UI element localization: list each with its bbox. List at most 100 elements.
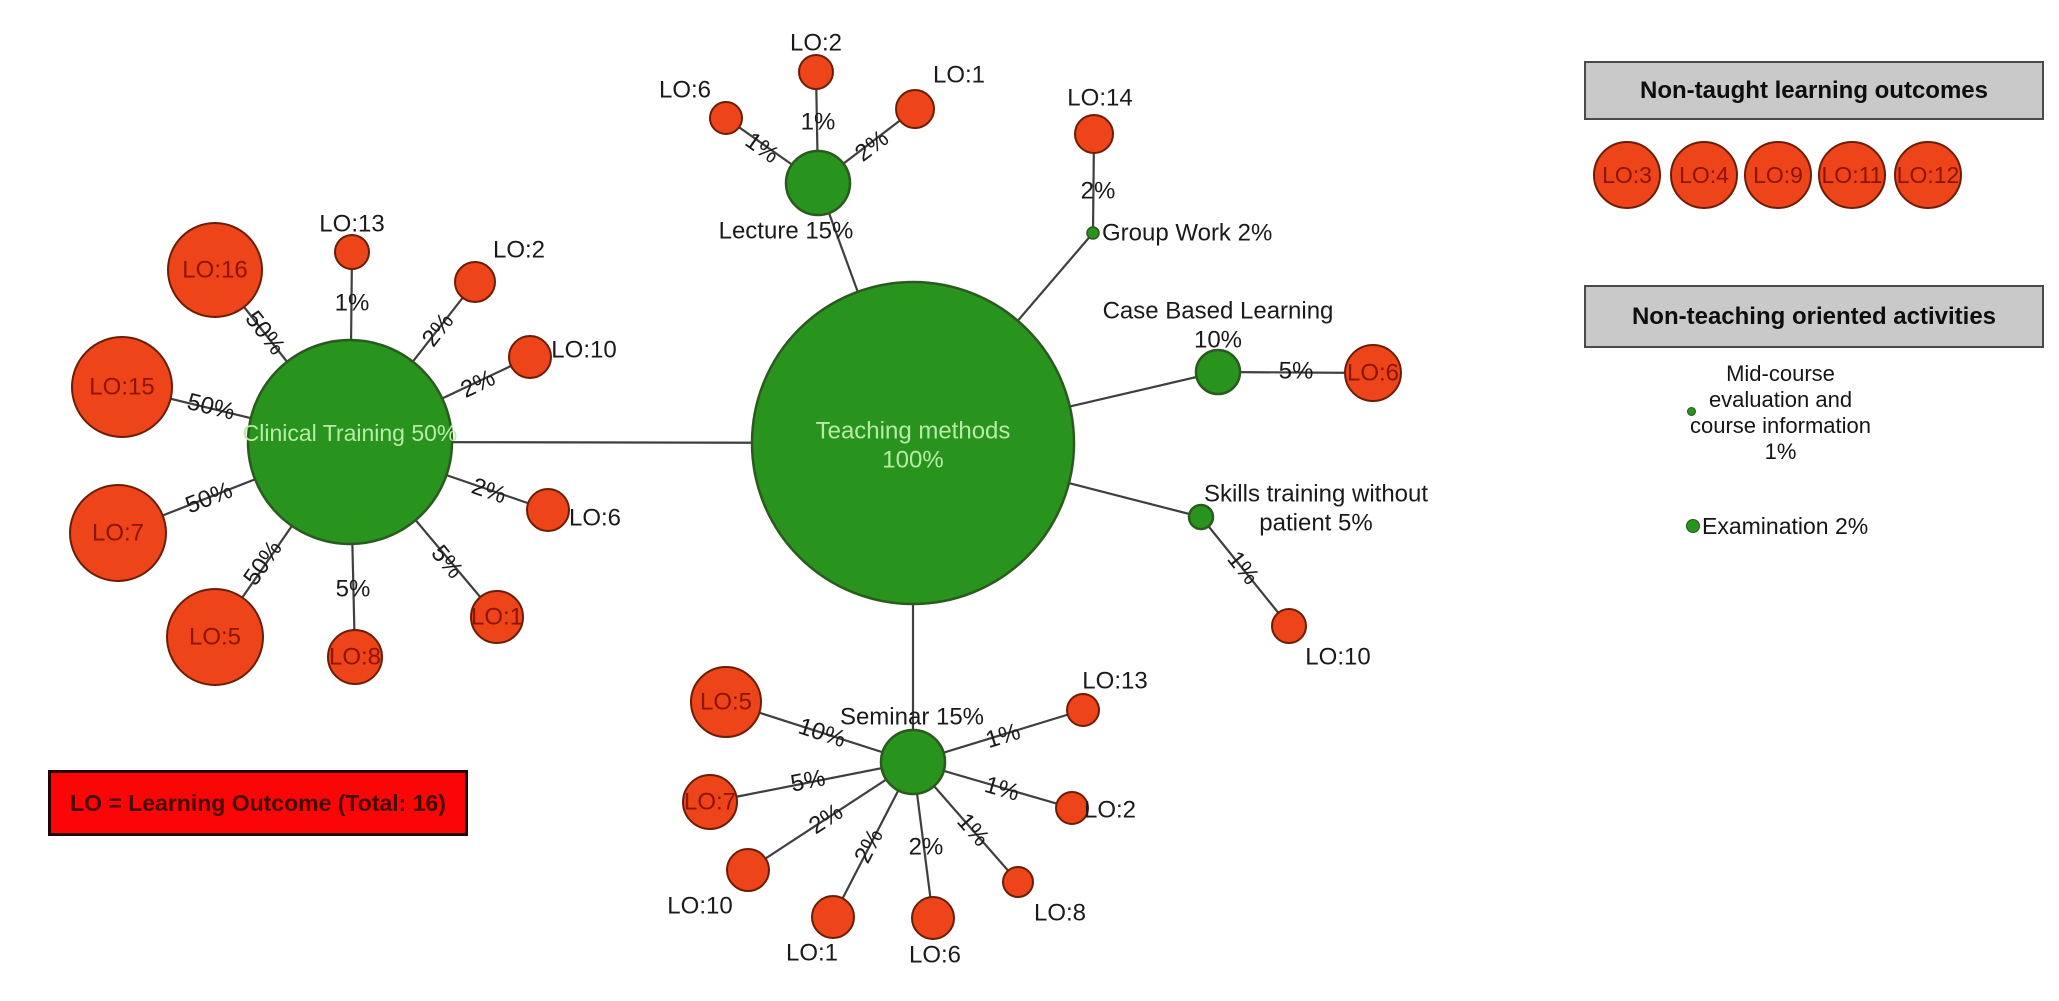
- label-seminar-label: Seminar 15%: [840, 704, 984, 731]
- label-seminar-lo5-label: LO:5: [700, 689, 752, 716]
- label-lo14-label: LO:14: [1067, 85, 1132, 112]
- node-clinical-lo8: [327, 629, 383, 685]
- examination-dot-icon: [1686, 519, 1700, 533]
- label-seminar-lo13-label: LO:13: [1082, 668, 1147, 695]
- non-taught-lo-circle: LO:9: [1744, 141, 1812, 209]
- node-clinical-lo1: [470, 590, 524, 644]
- edge-label-seminar-lo13: 1%: [982, 718, 1023, 754]
- node-seminar: [879, 728, 947, 796]
- label-seminar-lo1-label: LO:1: [786, 940, 838, 967]
- label-cbl-lo6-label: LO:6: [1347, 360, 1399, 387]
- midcourse-evaluation-label: Mid-course evaluation and course informa…: [1658, 361, 1903, 465]
- node-cbl-lo6: [1344, 344, 1402, 402]
- label-clinical-lo8-label: LO:8: [329, 644, 381, 671]
- node-clinical-lo16: [167, 222, 263, 318]
- label-clinical-lo5-label: LO:5: [189, 624, 241, 651]
- node-seminar-lo7: [682, 774, 738, 830]
- node-clinical-lo13: [334, 234, 370, 270]
- node-lecture-lo2: [798, 54, 834, 90]
- non-teaching-legend-panel: Non-teaching oriented activities: [1584, 285, 2044, 348]
- edge-skills-lo10: [1200, 516, 1290, 627]
- midcourse-line: course information: [1690, 413, 1871, 438]
- edge-label-clinical-lo8: 5%: [336, 576, 371, 603]
- node-lo14: [1074, 114, 1114, 154]
- midcourse-line: evaluation and: [1708, 387, 1853, 412]
- label-clinical-lo6-label: LO:6: [569, 505, 621, 532]
- label-seminar-lo2-label: LO:2: [1084, 797, 1136, 824]
- label-clinical-lo10-label: LO:10: [551, 337, 616, 364]
- midcourse-dot-icon: [1687, 407, 1696, 416]
- edge-label-lecture-lo2: 1%: [801, 109, 836, 136]
- edge-label-clinical-lo2: 2%: [417, 308, 460, 352]
- label-teaching-line1: Teaching methods: [816, 418, 1011, 445]
- node-clinical-lo2: [454, 261, 496, 303]
- label-lecture-lo1-label: LO:1: [933, 62, 985, 89]
- midcourse-line: 1%: [1764, 439, 1797, 464]
- edge-label-clinical-lo7: 50%: [182, 477, 237, 520]
- node-lecture-lo6: [709, 101, 743, 135]
- label-clinical-lo13-label: LO:13: [319, 211, 384, 238]
- edge-label-clinical-lo15: 50%: [184, 388, 237, 426]
- non-taught-lo-label: LO:11: [1821, 161, 1883, 188]
- node-clinical-lo15: [71, 336, 173, 438]
- node-seminar-lo6: [911, 896, 955, 940]
- edge-label-seminar-lo6: 2%: [909, 834, 944, 861]
- node-clinical-lo5: [166, 588, 264, 686]
- non-taught-lo-circle: LO:12: [1894, 141, 1962, 209]
- label-lecture-lo2-label: LO:2: [790, 30, 842, 57]
- edge-label-clinical-lo1: 5%: [426, 540, 469, 584]
- label-cbl-line1: Case Based Learning: [1103, 298, 1334, 325]
- non-taught-lo-circle: LO:4: [1670, 141, 1738, 209]
- node-lecture: [784, 149, 852, 217]
- non-taught-lo-label: LO:12: [1896, 161, 1960, 188]
- edge-label-lo14-groupwork: 2%: [1081, 178, 1116, 205]
- edge-label-clinical-lo10: 2%: [457, 364, 500, 403]
- label-clinical-lo1-label: LO:1: [471, 604, 523, 631]
- label-lecture-lo6-label: LO:6: [659, 77, 711, 104]
- node-teaching-methods: [750, 280, 1076, 606]
- midcourse-line: Mid-course: [1726, 361, 1835, 386]
- node-clinical-lo6: [526, 488, 570, 532]
- lo-definition-note: LO = Learning Outcome (Total: 16): [48, 770, 468, 836]
- node-clinical-lo10: [508, 335, 552, 379]
- non-teaching-legend-title: Non-teaching oriented activities: [1631, 302, 1997, 330]
- edge-label-cbl-lo6: 5%: [1279, 357, 1314, 384]
- label-skills-line1: Skills training without: [1204, 481, 1428, 508]
- non-taught-lo-circle: LO:11: [1818, 141, 1886, 209]
- label-clinical-label: Clinical Training 50%: [243, 420, 458, 446]
- edge-seminar-lo7: [709, 760, 914, 804]
- node-seminar-lo13: [1066, 693, 1100, 727]
- edge-label-seminar-lo7: 5%: [788, 764, 827, 797]
- node-clinical-training: [246, 338, 454, 546]
- node-seminar-lo10: [726, 848, 770, 892]
- label-seminar-lo7-label: LO:7: [684, 789, 736, 816]
- non-taught-lo-label: LO:3: [1602, 161, 1652, 188]
- label-skills-line2: patient 5%: [1259, 510, 1372, 537]
- node-seminar-lo8: [1002, 866, 1034, 898]
- edge-label-clinical-lo6: 2%: [468, 473, 510, 510]
- label-lecture-label: Lecture 15%: [719, 218, 854, 245]
- label-clinical-lo2-label: LO:2: [493, 237, 545, 264]
- edge-label-seminar-lo1: 2%: [849, 824, 889, 867]
- label-clinical-lo7-label: LO:7: [92, 520, 144, 547]
- label-group-work-label: Group Work 2%: [1102, 220, 1272, 247]
- edge-label-skills-lo10: 1%: [1222, 546, 1265, 590]
- label-seminar-lo6-label: LO:6: [909, 942, 961, 969]
- node-skills-lo10: [1271, 608, 1307, 644]
- node-lecture-lo1: [895, 89, 935, 129]
- node-seminar-lo2: [1055, 791, 1089, 825]
- label-teaching-line2: 100%: [882, 447, 943, 474]
- non-taught-legend-title: Non-taught learning outcomes: [1640, 76, 1988, 104]
- examination-label: Examination 2%: [1702, 513, 1869, 539]
- non-taught-lo-circle: LO:3: [1593, 141, 1661, 209]
- label-cbl-line2: 10%: [1194, 327, 1242, 354]
- non-taught-lo-label: LO:4: [1679, 161, 1729, 188]
- edge-label-seminar-lo2: 1%: [982, 771, 1023, 807]
- label-clinical-lo15-label: LO:15: [89, 374, 154, 401]
- node-seminar-lo5: [690, 666, 762, 738]
- non-taught-legend-panel: Non-taught learning outcomes: [1584, 61, 2044, 120]
- node-case-based-learning: [1194, 348, 1242, 396]
- label-skills-lo10-label: LO:10: [1305, 644, 1370, 671]
